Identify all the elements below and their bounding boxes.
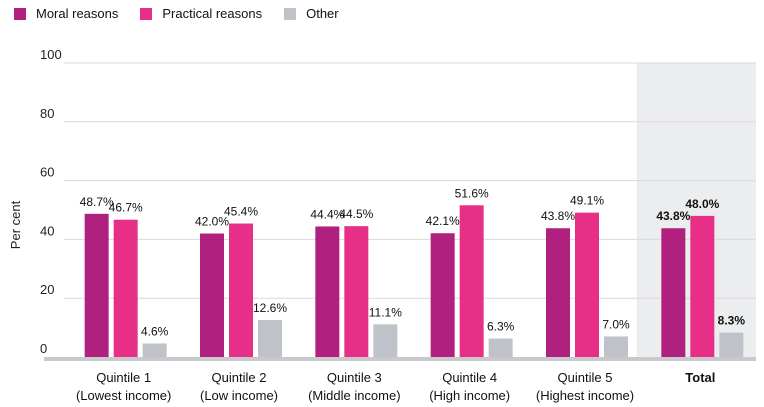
bar-2-6 (690, 215, 715, 357)
x-tick-label: (Low income) (200, 388, 278, 403)
bar-1-1 (84, 213, 109, 357)
bar-1-4 (430, 233, 455, 357)
data-label: 43.8% (656, 209, 690, 223)
chart-legend: Moral reasons Practical reasons Other (14, 6, 339, 21)
data-label: 4.6% (141, 324, 169, 338)
data-label: 7.0% (602, 317, 630, 331)
y-tick-label: 20 (40, 282, 54, 297)
bar-3-6 (719, 332, 744, 357)
legend-item-moral: Moral reasons (14, 6, 118, 21)
bar-2-2 (229, 223, 253, 357)
bar-2-3 (344, 226, 369, 357)
legend-swatch-moral (14, 7, 26, 20)
data-label: 8.3% (718, 314, 746, 328)
x-tick-label: Quintile 1 (96, 370, 151, 385)
data-label: 6.3% (487, 319, 515, 333)
legend-item-other: Other (284, 6, 339, 21)
x-tick-label: (Middle income) (308, 388, 400, 403)
bar-3-3 (373, 324, 398, 357)
bar-3-2 (258, 319, 282, 357)
legend-swatch-other (284, 7, 297, 20)
y-tick-label: 0 (40, 341, 47, 356)
bar-3-1 (142, 343, 167, 357)
legend-swatch-practical (140, 7, 153, 20)
bar-2-4 (459, 205, 484, 357)
data-label: 43.8% (541, 209, 575, 223)
data-label: 44.5% (339, 207, 373, 221)
bar-3-4 (488, 338, 513, 357)
y-tick-label: 40 (40, 223, 54, 238)
x-tick-label: (High income) (429, 388, 510, 403)
data-label: 46.7% (109, 201, 143, 215)
data-label: 44.4% (310, 207, 344, 221)
x-tick-label: Quintile 4 (442, 370, 497, 385)
y-tick-label: 80 (40, 106, 54, 121)
x-tick-label: Quintile 3 (327, 370, 382, 385)
data-label: 42.0% (195, 215, 229, 229)
bar-3-5 (604, 336, 628, 357)
x-tick-label: Total (685, 370, 715, 385)
y-tick-label: 100 (40, 47, 62, 62)
bar-1-2 (200, 233, 224, 357)
bar-2-5 (575, 212, 599, 357)
bar-1-3 (315, 226, 340, 357)
data-label: 51.6% (455, 186, 489, 200)
legend-item-practical: Practical reasons (140, 6, 262, 21)
legend-label-other: Other (306, 6, 339, 21)
bar-1-6 (661, 228, 686, 357)
x-axis-baseline (44, 357, 756, 361)
y-tick-label: 60 (40, 165, 54, 180)
x-tick-label: Quintile 5 (558, 370, 613, 385)
bar-1-5 (546, 228, 570, 357)
x-tick-label: Quintile 2 (212, 370, 267, 385)
data-label: 11.1% (369, 305, 402, 319)
data-label: 48.7% (80, 195, 114, 209)
legend-label-moral: Moral reasons (36, 6, 119, 21)
data-label: 48.0% (685, 197, 719, 211)
legend-label-practical: Practical reasons (162, 6, 263, 21)
y-axis-label: Per cent (8, 200, 23, 249)
x-tick-label: (Highest income) (536, 388, 634, 403)
data-label: 45.4% (224, 205, 258, 219)
data-label: 12.6% (253, 301, 287, 315)
x-tick-label: (Lowest income) (76, 388, 171, 403)
data-label: 42.1% (426, 214, 460, 228)
bar-2-1 (113, 219, 138, 357)
data-label: 49.1% (570, 194, 604, 208)
